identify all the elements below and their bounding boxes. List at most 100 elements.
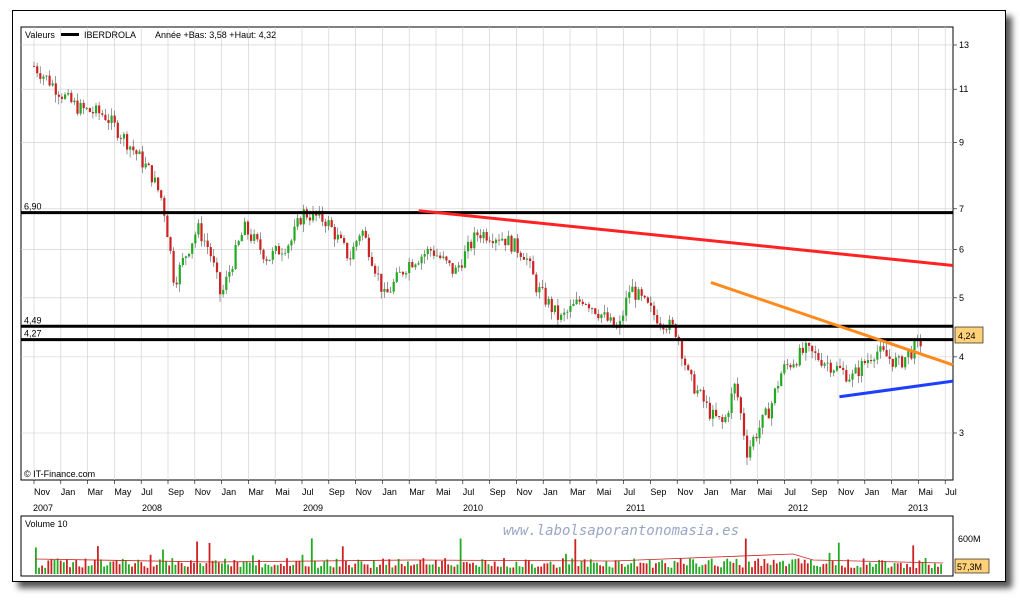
candle-up <box>761 414 764 428</box>
volume-bar <box>224 558 226 574</box>
volume-bar <box>186 566 189 574</box>
volume-bar <box>407 561 409 574</box>
volume-bar <box>124 560 127 574</box>
candle-down <box>104 114 107 120</box>
volume-bar <box>732 562 735 574</box>
candle-down <box>101 113 104 115</box>
volume-bar <box>909 567 911 574</box>
candle-up <box>777 385 780 389</box>
volume-bar <box>314 560 316 574</box>
volume-bar <box>847 559 849 574</box>
volume-bar <box>822 564 825 574</box>
candle-up <box>773 388 777 404</box>
volume-bar <box>425 564 428 574</box>
candle-down <box>377 273 380 275</box>
candle-down <box>246 221 250 235</box>
candle-down <box>386 288 389 293</box>
volume-bar <box>779 561 781 574</box>
volume-bar <box>376 567 378 574</box>
candle-up <box>473 232 476 249</box>
series-name: IBERDROLA <box>84 30 136 40</box>
volume-bar <box>540 566 543 574</box>
volume-bar <box>896 563 899 574</box>
candle-down <box>491 241 494 244</box>
volume-bar <box>881 560 884 574</box>
volume-bar <box>565 553 567 574</box>
candle-down <box>374 265 377 274</box>
candle-down <box>715 409 718 417</box>
volume-bar <box>276 565 279 574</box>
volume-bar <box>794 559 797 574</box>
volume-bar <box>379 564 381 574</box>
watermark: www.labolsaporantonomasia.es <box>503 523 739 539</box>
volume-bar <box>310 538 313 574</box>
candle-down <box>656 315 659 324</box>
candle-up <box>463 251 467 268</box>
candle-up <box>194 234 197 244</box>
x-month-label: Nov <box>677 487 694 497</box>
x-month-label: Sep <box>490 487 506 497</box>
volume-bar <box>664 563 667 574</box>
volume-bar <box>304 566 307 574</box>
trend-line-downtrend <box>710 280 954 367</box>
volume-bar <box>258 559 260 574</box>
candle-down <box>659 323 662 326</box>
volume-bar <box>903 567 905 574</box>
time-axis: Nov Jan Mar May Jul Sep Nov Jan Mar Mai Jul Sep Nov J… <box>33 480 957 513</box>
candle-down <box>175 282 178 285</box>
candle-down <box>510 235 513 252</box>
volume-bar <box>227 564 229 574</box>
volume-bar <box>918 560 921 574</box>
candle-down <box>863 360 866 364</box>
price-axis: 13 11 9 7 6 5 4 3 <box>953 40 969 438</box>
candle-up <box>45 75 48 77</box>
x-month-label: Jan <box>61 487 76 497</box>
candle-down <box>36 66 39 74</box>
candle-up <box>414 264 417 268</box>
candle-down <box>339 234 343 239</box>
x-month-label: Jan <box>704 487 719 497</box>
candle-down <box>160 190 163 198</box>
volume-bar <box>214 560 217 574</box>
volume-bar <box>828 552 831 574</box>
volume-bar <box>655 563 657 574</box>
candle-up <box>197 223 200 235</box>
x-month-label: Sep <box>650 487 666 497</box>
candle-up <box>389 291 392 293</box>
candle-down <box>448 260 451 264</box>
volume-bar <box>159 559 161 574</box>
candle-up <box>398 271 401 273</box>
volume-bar <box>75 559 78 574</box>
candle-down <box>535 274 538 293</box>
candle-up <box>600 314 603 319</box>
candle-down <box>346 242 349 259</box>
candle-down <box>739 397 742 414</box>
candle-down <box>256 234 259 240</box>
volume-bar <box>366 564 369 574</box>
candle-up <box>457 265 460 268</box>
candle-down <box>671 319 674 325</box>
volume-bar <box>679 558 682 574</box>
volume-bar <box>289 565 291 574</box>
x-month-label: Mai <box>275 487 290 497</box>
volume-bar <box>549 561 552 574</box>
candle-down <box>544 287 547 305</box>
candle-up <box>296 218 299 227</box>
candle-down <box>370 256 374 266</box>
volume-bar <box>143 566 146 574</box>
volume-bar <box>720 567 722 574</box>
trend-lines <box>418 209 954 399</box>
candle-down <box>643 295 646 298</box>
volume-bar <box>785 566 787 574</box>
candle-up <box>631 286 634 293</box>
candle-up <box>879 346 882 352</box>
volume-bar <box>769 565 772 574</box>
volume-bar <box>239 566 242 574</box>
candle-down <box>786 364 789 366</box>
candle-up <box>231 268 234 272</box>
volume-bar <box>741 567 744 574</box>
volume-bar <box>348 564 350 574</box>
volume-bar <box>648 559 651 574</box>
volume-bar <box>233 560 236 574</box>
volume-panel <box>20 515 954 577</box>
